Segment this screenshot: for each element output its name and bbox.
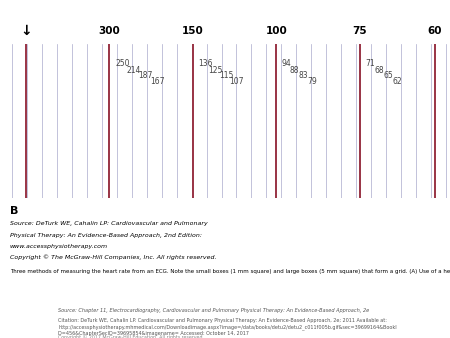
Text: Citation: DeTurk WE, Cahalin LP. Cardiovascular and Pulmonary Physical Therapy: : Citation: DeTurk WE, Cahalin LP. Cardiov… — [58, 318, 397, 336]
Text: Hill: Hill — [21, 320, 38, 329]
Text: 68: 68 — [374, 66, 384, 75]
Text: 107: 107 — [230, 77, 244, 86]
Text: 167: 167 — [150, 77, 165, 86]
Text: 136: 136 — [198, 59, 213, 68]
Text: Graw: Graw — [16, 314, 43, 323]
Text: ↓: ↓ — [20, 24, 32, 38]
Text: www.accessphysiotherapy.com: www.accessphysiotherapy.com — [10, 244, 108, 249]
Text: Copyright © 2017 McGraw-Hill Education. All rights reserved: Copyright © 2017 McGraw-Hill Education. … — [58, 335, 203, 338]
Text: 88: 88 — [290, 66, 299, 75]
Text: B: B — [10, 206, 18, 216]
Text: 125: 125 — [209, 66, 223, 75]
Text: 60: 60 — [428, 26, 442, 36]
Text: Physical Therapy: An Evidence-Based Approach, 2nd Edition:: Physical Therapy: An Evidence-Based Appr… — [10, 233, 202, 238]
Text: 79: 79 — [307, 77, 317, 86]
Text: Three methods of measuring the heart rate from an ECG. Note the small boxes (1 m: Three methods of measuring the heart rat… — [10, 269, 450, 274]
Text: Mc: Mc — [22, 309, 36, 317]
Text: 115: 115 — [219, 71, 234, 80]
Text: 75: 75 — [352, 26, 367, 36]
Text: 100: 100 — [266, 26, 287, 36]
Text: 71: 71 — [365, 59, 375, 68]
Text: Source: DeTurk WE, Cahalin LP: Cardiovascular and Pulmonary: Source: DeTurk WE, Cahalin LP: Cardiovas… — [10, 221, 207, 226]
Text: 300: 300 — [99, 26, 120, 36]
Text: Source: Chapter 11, Electrocardiography, Cardiovascular and Pulmonary Physical T: Source: Chapter 11, Electrocardiography,… — [58, 308, 370, 313]
Text: Copyright © The McGraw-Hill Companies, Inc. All rights reserved.: Copyright © The McGraw-Hill Companies, I… — [10, 255, 216, 261]
Text: 187: 187 — [138, 71, 153, 80]
Text: 150: 150 — [182, 26, 204, 36]
Text: 214: 214 — [127, 66, 141, 75]
Text: 65: 65 — [383, 71, 393, 80]
Text: 62: 62 — [392, 77, 402, 86]
Text: Education: Education — [17, 329, 42, 334]
Text: 94: 94 — [282, 59, 291, 68]
Text: 83: 83 — [299, 71, 308, 80]
Text: 250: 250 — [115, 59, 130, 68]
